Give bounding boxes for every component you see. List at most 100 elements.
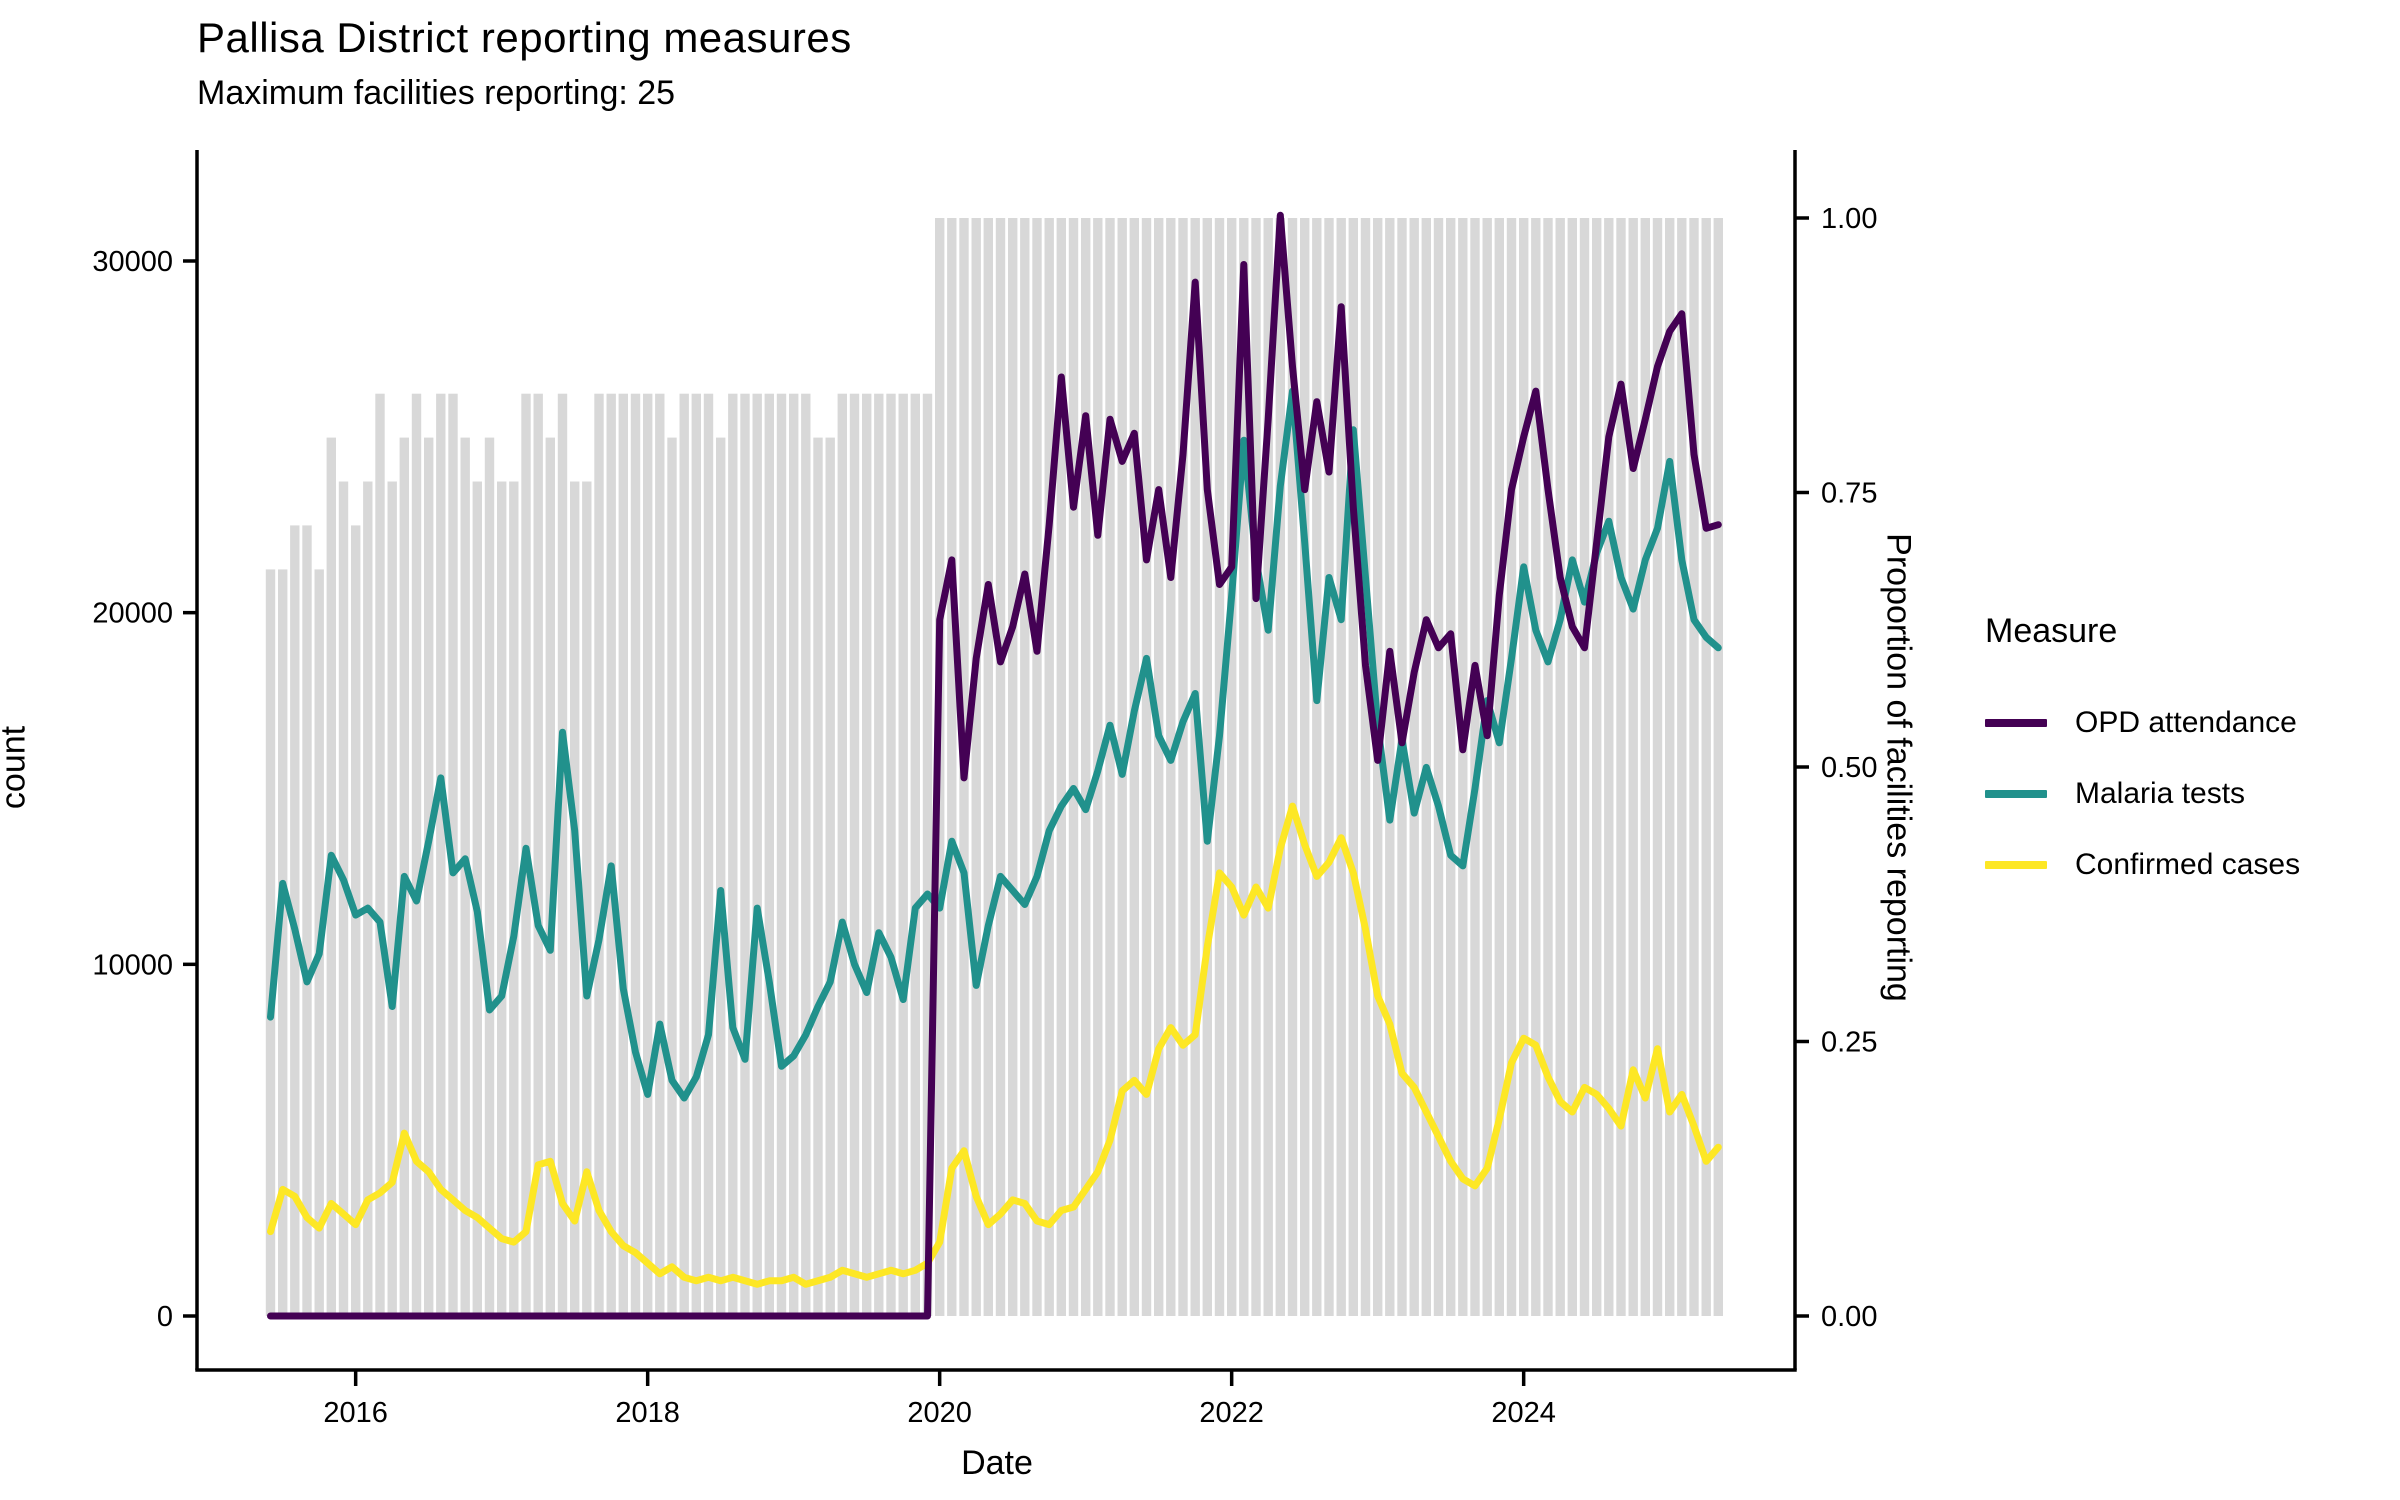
reporting-bar — [1458, 218, 1468, 1316]
reporting-bar — [825, 437, 835, 1317]
reporting-bar — [1105, 218, 1115, 1316]
reporting-bar — [1287, 218, 1298, 1316]
reporting-bar — [1494, 218, 1504, 1316]
reporting-bar — [1166, 218, 1176, 1316]
legend-item-label: Malaria tests — [2075, 776, 2246, 810]
reporting-bar — [922, 393, 933, 1316]
reporting-bar — [424, 437, 434, 1317]
x-tick-label: 2022 — [1199, 1397, 1264, 1429]
reporting-bar — [1616, 218, 1626, 1316]
reporting-bar — [265, 569, 276, 1316]
reporting-bar — [1129, 218, 1139, 1316]
reporting-bar — [776, 393, 787, 1316]
reporting-bar — [1652, 218, 1663, 1316]
reporting-bar — [874, 393, 884, 1316]
reporting-bar — [886, 393, 896, 1316]
legend-key-swatch — [1985, 718, 2047, 727]
tick-marks — [183, 216, 1809, 1386]
reporting-bar — [1154, 218, 1164, 1316]
reporting-bar — [1251, 218, 1261, 1316]
reporting-bar — [411, 393, 422, 1316]
reporting-bar — [740, 393, 750, 1316]
reporting-bar — [278, 569, 288, 1316]
reporting-bar — [1227, 218, 1237, 1316]
reporting-bar — [594, 393, 604, 1316]
reporting-bar — [910, 393, 920, 1316]
y-right-tick-label: 0.00 — [1821, 1301, 1877, 1333]
y-axis-label-left: count — [0, 725, 33, 810]
legend-item-confirmed-cases: Confirmed cases — [1985, 829, 2300, 900]
reporting-bar — [533, 393, 543, 1316]
reporting-bar — [679, 393, 689, 1316]
reporting-bar — [716, 437, 726, 1317]
chart-subtitle: Maximum facilities reporting: 25 — [197, 74, 676, 112]
reporting-bar — [1701, 218, 1711, 1316]
x-tick-label: 2024 — [1491, 1397, 1556, 1429]
malaria-tests-line — [267, 387, 1722, 1102]
reporting-bar — [971, 218, 981, 1316]
reporting-bar — [983, 218, 993, 1316]
reporting-bar — [801, 393, 811, 1316]
reporting-bar — [375, 393, 385, 1316]
reporting-bar — [703, 393, 714, 1316]
reporting-bar — [764, 393, 774, 1316]
y-left-tick-label: 20000 — [92, 598, 173, 630]
reporting-bar — [557, 393, 568, 1316]
reporting-bar — [752, 393, 762, 1316]
reporting-bar — [1373, 218, 1383, 1316]
reporting-bar — [338, 481, 349, 1316]
reporting-bar — [837, 393, 847, 1316]
y-left-tick-label: 30000 — [92, 246, 173, 278]
reporting-bar — [1263, 218, 1273, 1316]
reporting-bar — [1579, 218, 1590, 1316]
legend-title: Measure — [1985, 612, 2118, 650]
opd-attendance-line — [267, 211, 1722, 1320]
reporting-bar — [1336, 218, 1346, 1316]
reporting-bar — [667, 437, 677, 1317]
reporting-bar — [1604, 218, 1614, 1316]
reporting-bar — [1214, 218, 1225, 1316]
legend-item-label: OPD attendance — [2075, 705, 2297, 739]
reporting-bar — [1324, 218, 1334, 1316]
axes — [195, 150, 1797, 1372]
reporting-bar — [484, 437, 495, 1317]
facility-reporting-bars — [265, 218, 1723, 1317]
reporting-bar — [1348, 218, 1358, 1316]
reporting-bar — [1202, 218, 1212, 1316]
reporting-bar — [1056, 218, 1066, 1316]
reporting-bar — [1543, 218, 1553, 1316]
y-right-tick-label: 0.50 — [1821, 752, 1877, 784]
reporting-bar — [1068, 218, 1079, 1316]
reporting-bar — [728, 393, 738, 1316]
reporting-bar — [1360, 218, 1371, 1316]
reporting-bar — [1044, 218, 1054, 1316]
y-left-tick-label: 0 — [157, 1301, 173, 1333]
reporting-bar — [691, 393, 701, 1316]
reporting-bar — [630, 393, 641, 1316]
reporting-bar — [351, 525, 361, 1316]
reporting-bar — [302, 525, 312, 1316]
reporting-bar — [363, 481, 373, 1316]
legend-item-malaria-tests: Malaria tests — [1985, 758, 2300, 829]
reporting-bar — [1300, 218, 1310, 1316]
legend-item-label: Confirmed cases — [2075, 847, 2301, 881]
y-axis-label-right: Proportion of facilities reporting — [1879, 533, 1918, 1002]
reporting-bar — [1506, 218, 1517, 1316]
reporting-bar — [813, 437, 823, 1317]
reporting-bar — [606, 393, 616, 1316]
reporting-bar — [570, 481, 580, 1316]
reporting-bar — [582, 481, 592, 1316]
reporting-bar — [862, 393, 872, 1316]
reporting-bar — [995, 218, 1006, 1316]
reporting-bar — [1555, 218, 1565, 1316]
reporting-bar — [1519, 218, 1529, 1316]
reporting-bar — [789, 393, 799, 1316]
reporting-bar — [436, 393, 446, 1316]
reporting-bar — [1178, 218, 1188, 1316]
reporting-bar — [1665, 218, 1675, 1316]
reporting-bar — [1008, 218, 1018, 1316]
reporting-bar — [1032, 218, 1042, 1316]
reporting-bar — [618, 393, 628, 1316]
tick-labels: 0 10000 20000 30000 0.00 0.25 0.50 0.75 1.00 2016… — [92, 203, 1877, 1429]
